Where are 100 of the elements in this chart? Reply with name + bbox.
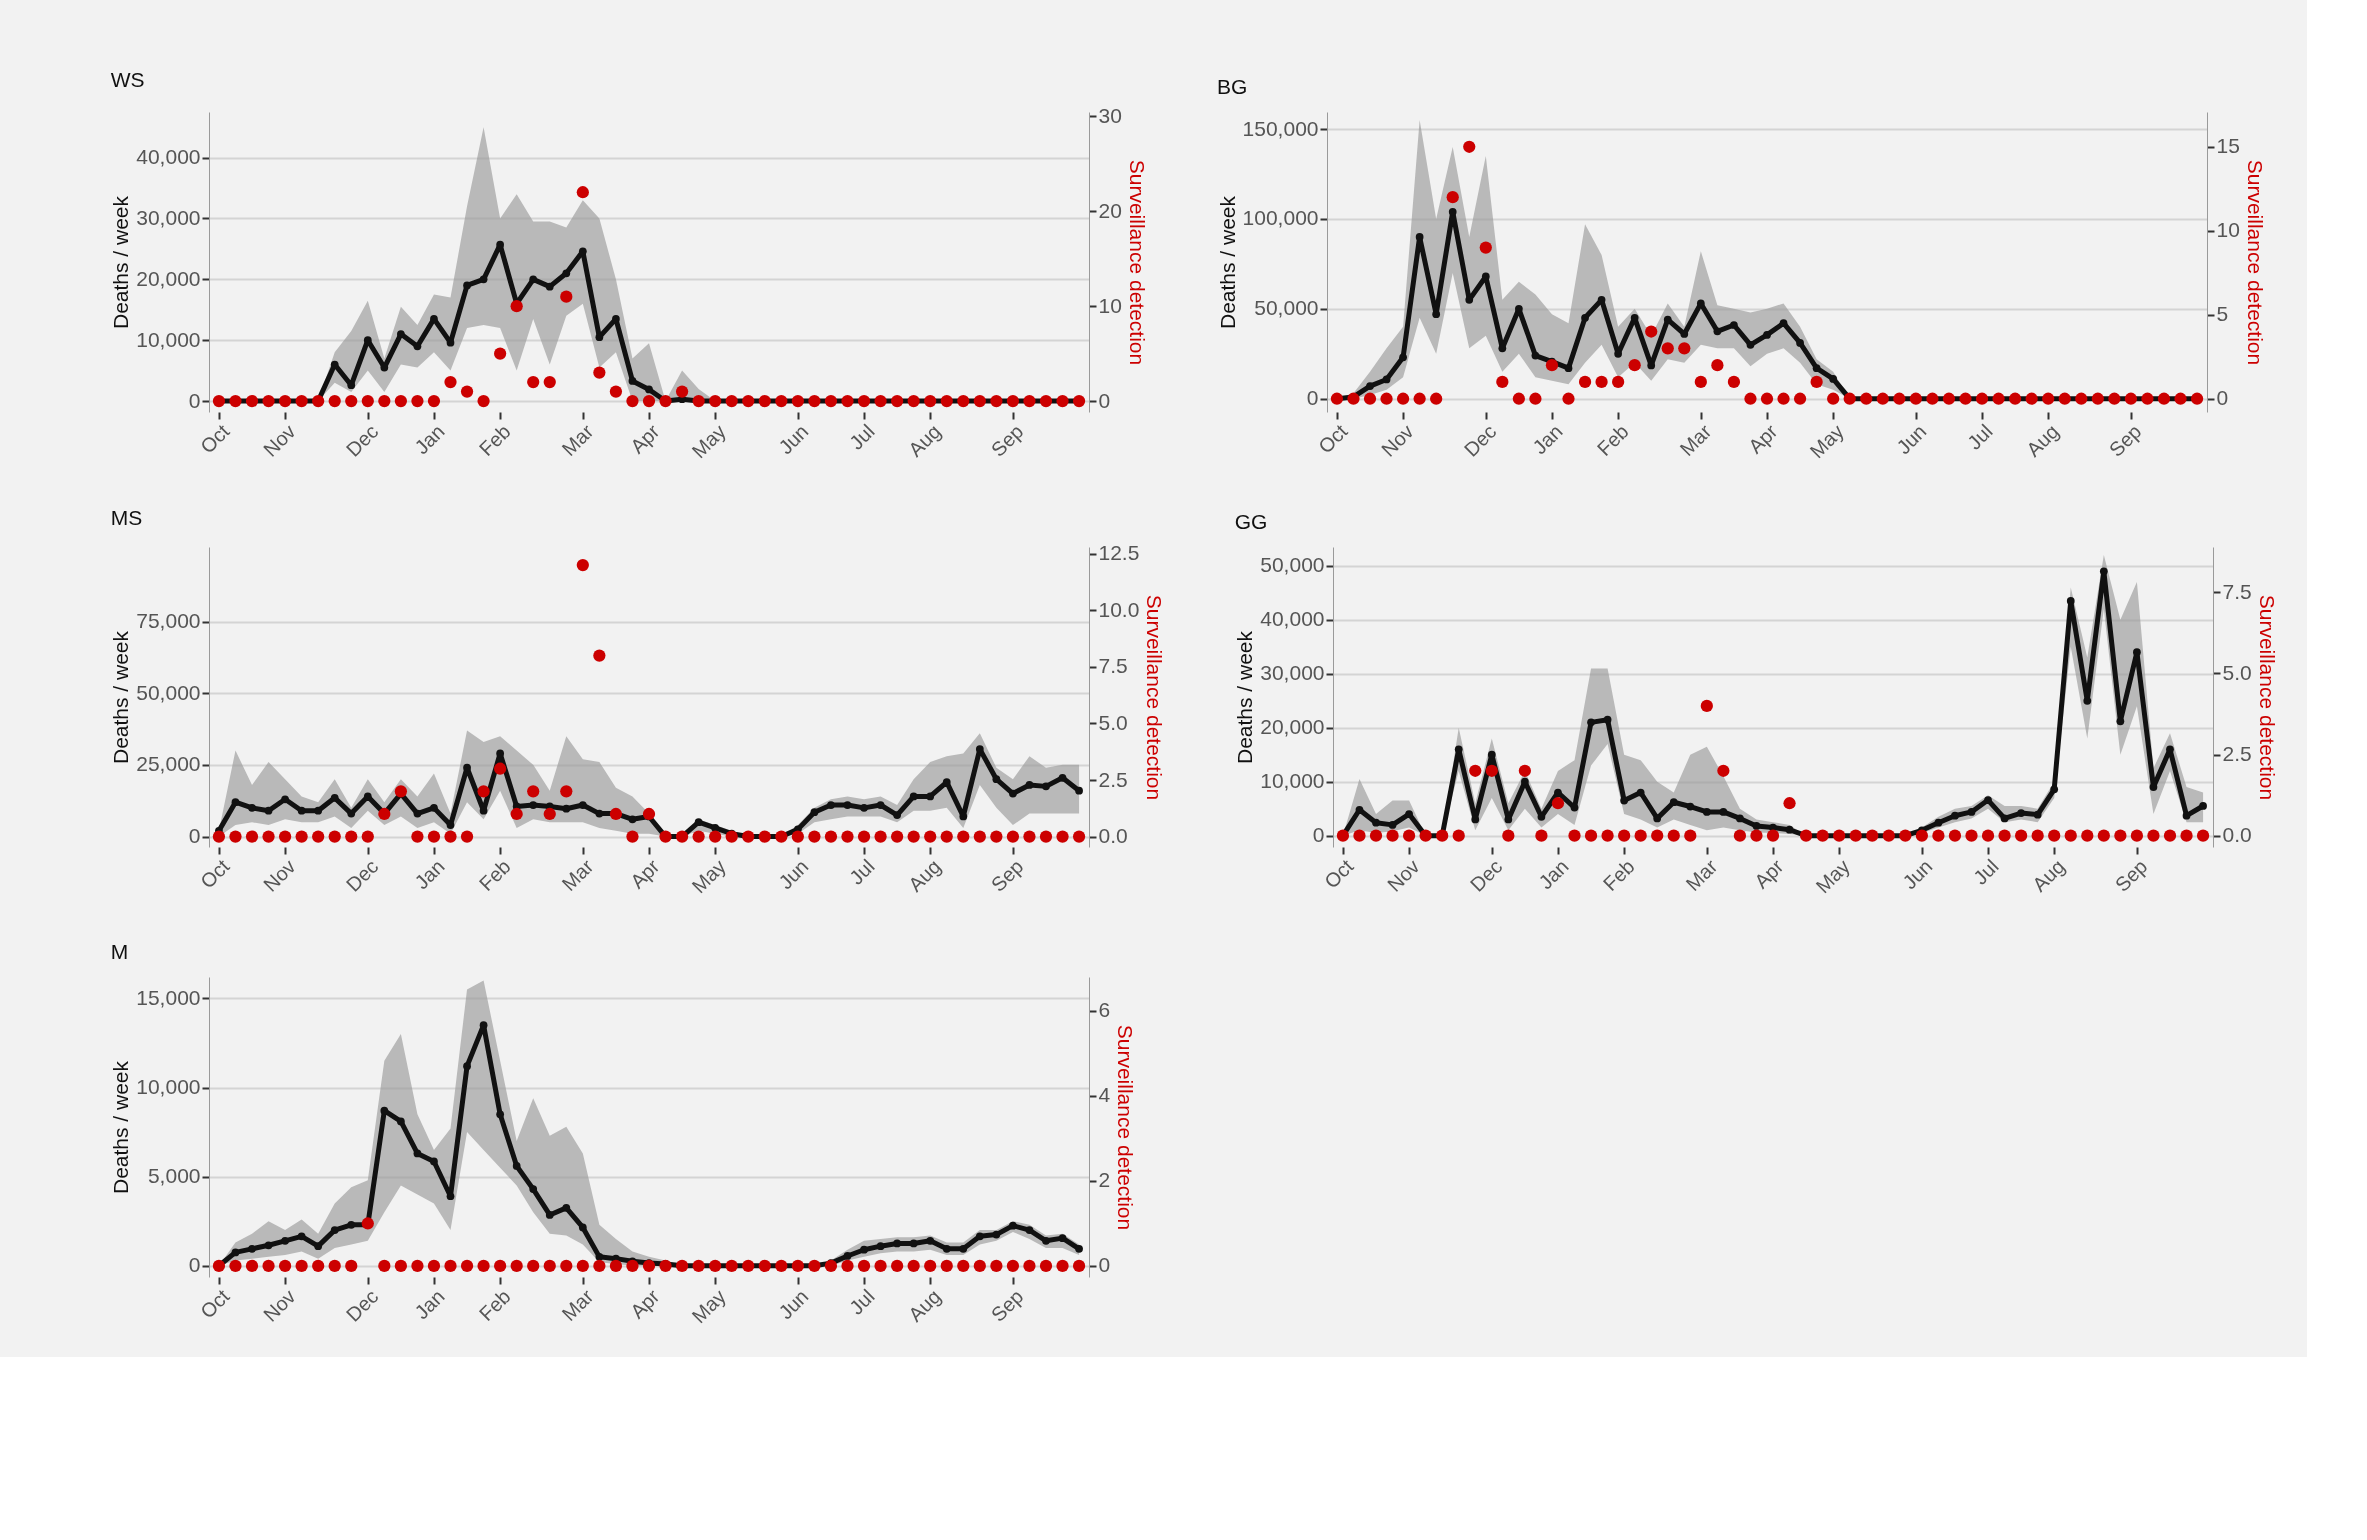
x-tick-label: Nov xyxy=(259,1285,300,1326)
x-tick-label: Mar xyxy=(1681,854,1722,895)
x-tick-label: Sep xyxy=(986,1285,1028,1326)
x-tick-label: Feb xyxy=(474,1285,515,1326)
x-tick-label: Dec xyxy=(341,1285,383,1326)
y2-tick-label: 0.0 xyxy=(1098,824,1128,848)
y2-tick-label: 7.5 xyxy=(2222,579,2252,603)
x-tick-label: Jun xyxy=(774,855,813,894)
x-tick-label: Sep xyxy=(2110,855,2152,896)
y-tick-label: 40,000 xyxy=(136,145,201,169)
y2-tick-label: 10 xyxy=(2216,218,2240,242)
x-tick-label: Sep xyxy=(2104,420,2146,461)
x-tick-label: Mar xyxy=(557,854,598,895)
y2-tick-label: 5.0 xyxy=(1098,710,1128,734)
y-tick-label: 20,000 xyxy=(1260,715,1325,739)
y-axis-title: Deaths / week xyxy=(109,195,133,330)
y2-tick-label: 4 xyxy=(1098,1083,1111,1107)
y-tick-label: 0 xyxy=(188,388,201,412)
x-tick-label: May xyxy=(1811,855,1854,898)
y-axis-title: Deaths / week xyxy=(1233,630,1257,765)
x-tick-label: Apr xyxy=(1744,419,1782,458)
x-tick-label: Dec xyxy=(1465,855,1507,896)
x-tick-label: Jun xyxy=(1892,420,1931,459)
x-tick-label: May xyxy=(687,1285,730,1328)
x-tick-label: Aug xyxy=(2028,855,2069,896)
x-tick-label: Oct xyxy=(196,419,234,458)
x-tick-label: Jul xyxy=(845,1285,879,1319)
y2-tick-label: 15 xyxy=(2216,134,2240,158)
y-tick-label: 0 xyxy=(188,824,201,848)
x-tick-label: Apr xyxy=(626,1284,664,1323)
x-tick-label: Oct xyxy=(196,854,234,893)
x-tick-label: May xyxy=(687,855,730,898)
x-tick-label: Feb xyxy=(1598,855,1639,896)
x-tick-label: Jan xyxy=(410,855,449,894)
y-tick-label: 5,000 xyxy=(147,1164,201,1188)
x-tick-label: Sep xyxy=(986,855,1028,896)
x-tick-label: Mar xyxy=(557,419,598,460)
y-tick-label: 0 xyxy=(188,1253,201,1277)
x-tick-label: Aug xyxy=(2022,420,2063,461)
y-axis-title: Deaths / week xyxy=(1215,195,1239,330)
x-tick-label: Jan xyxy=(410,420,449,459)
x-tick-label: Aug xyxy=(904,1285,945,1326)
x-tick-label: Feb xyxy=(1592,420,1633,461)
x-tick-label: Dec xyxy=(341,420,383,461)
chart-title: WS xyxy=(110,68,145,92)
x-tick-label: Feb xyxy=(474,855,515,896)
y2-tick-label: 0.0 xyxy=(2222,823,2252,847)
x-tick-label: Jul xyxy=(845,420,879,454)
x-tick-label: Nov xyxy=(1383,855,1424,896)
y-tick-label: 30,000 xyxy=(136,205,201,229)
x-tick-label: Jan xyxy=(1528,420,1567,459)
x-tick-label: Feb xyxy=(474,420,515,461)
y2-axis-title: Surveillance detection xyxy=(2243,159,2267,366)
x-tick-label: Apr xyxy=(626,419,664,458)
chart-title: GG xyxy=(1234,510,1268,533)
y2-tick-label: 10.0 xyxy=(1098,597,1140,621)
x-tick-label: Jun xyxy=(774,1285,813,1324)
x-tick-label: Aug xyxy=(904,855,945,896)
y2-tick-label: 0 xyxy=(1098,1253,1111,1277)
x-tick-label: Jul xyxy=(1963,420,1997,454)
x-tick-label: Nov xyxy=(259,855,300,896)
y-axis-title: Deaths / week xyxy=(109,1060,133,1195)
y-tick-label: 50,000 xyxy=(1260,553,1325,577)
y2-tick-label: 5.0 xyxy=(2222,660,2252,684)
x-tick-label: May xyxy=(687,420,730,463)
y2-tick-label: 5 xyxy=(2216,302,2229,326)
x-tick-label: Dec xyxy=(1459,420,1501,461)
y-tick-label: 10,000 xyxy=(1260,769,1325,793)
y2-tick-label: 7.5 xyxy=(1098,654,1128,678)
chart-title: M xyxy=(110,940,129,963)
y-axis-title: Deaths / week xyxy=(109,630,133,765)
y2-tick-label: 12.5 xyxy=(1098,541,1140,565)
y-tick-label: 20,000 xyxy=(136,266,201,290)
x-tick-label: Sep xyxy=(986,420,1028,461)
x-tick-label: Nov xyxy=(1377,420,1418,461)
chart-title: MS xyxy=(110,505,143,529)
y2-axis-title: Surveillance detection xyxy=(1125,159,1149,366)
y-tick-label: 25,000 xyxy=(136,752,201,776)
y2-tick-label: 2 xyxy=(1098,1168,1111,1192)
chart-title: BG xyxy=(1217,75,1248,98)
y2-tick-label: 2.5 xyxy=(2222,742,2252,766)
x-tick-label: Jan xyxy=(410,1285,449,1324)
y2-tick-label: 20 xyxy=(1098,198,1122,222)
y-tick-label: 40,000 xyxy=(1260,607,1325,631)
y2-axis-title: Surveillance detection xyxy=(1143,594,1167,801)
x-tick-label: Dec xyxy=(341,855,383,896)
y-tick-label: 10,000 xyxy=(136,327,201,351)
x-tick-label: Oct xyxy=(1320,854,1358,893)
y2-tick-label: 10 xyxy=(1098,293,1122,317)
x-tick-label: May xyxy=(1805,420,1848,463)
y-tick-label: 75,000 xyxy=(136,609,201,633)
y-tick-label: 0 xyxy=(1312,823,1325,847)
x-tick-label: Apr xyxy=(1750,854,1788,893)
x-tick-label: Jun xyxy=(1898,855,1937,894)
y-tick-label: 50,000 xyxy=(136,680,201,704)
x-tick-label: Apr xyxy=(626,854,664,893)
x-tick-label: Nov xyxy=(259,420,300,461)
x-tick-label: Mar xyxy=(557,1284,598,1325)
y2-tick-label: 30 xyxy=(1098,103,1122,127)
y2-tick-label: 6 xyxy=(1098,998,1111,1022)
